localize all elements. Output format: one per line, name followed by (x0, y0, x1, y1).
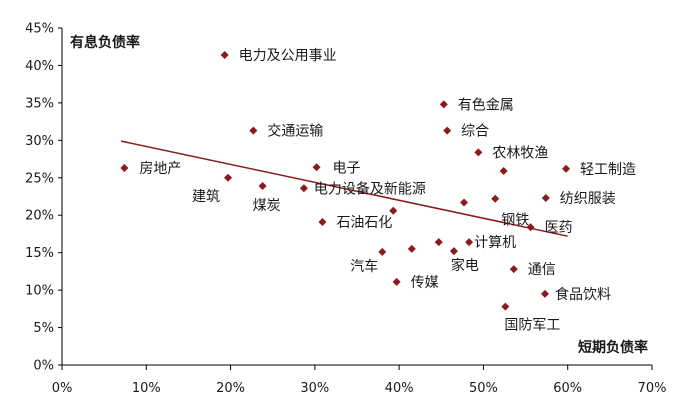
data-point (378, 247, 387, 256)
data-point (389, 206, 398, 215)
point-label: 农林牧渔 (492, 145, 548, 161)
data-point (449, 247, 458, 256)
y-tick-label: 25% (25, 171, 54, 186)
point-label: 通信 (528, 262, 556, 278)
trendline-layer (120, 140, 568, 237)
point-label: 房地产 (139, 161, 181, 177)
data-point (443, 126, 452, 135)
data-point (434, 238, 443, 247)
data-point (509, 265, 518, 274)
y-tick-label: 15% (25, 246, 54, 261)
data-point (460, 198, 469, 207)
y-tick-label: 40% (25, 59, 54, 74)
data-point (541, 193, 550, 202)
point-label: 家电 (451, 257, 479, 274)
x-tick-label: 0% (52, 381, 73, 396)
point-label: 国防军工 (504, 318, 560, 334)
x-tick-label: 40% (385, 381, 414, 396)
data-point (120, 164, 129, 173)
point-label: 纺织服装 (560, 191, 616, 207)
y-tick-label: 0% (33, 359, 54, 374)
data-point (562, 164, 571, 173)
y-tick-label: 35% (25, 96, 54, 111)
data-point (491, 194, 500, 203)
point-label: 煤炭 (253, 198, 281, 214)
data-point (299, 184, 308, 193)
x-axis-title: 短期负债率 (578, 339, 648, 356)
data-point (499, 167, 508, 176)
data-point (224, 173, 233, 182)
x-tick-label: 10% (132, 381, 161, 396)
y-tick-label: 5% (33, 321, 54, 336)
x-tick-label: 60% (553, 381, 582, 396)
point-label: 有色金属 (458, 96, 514, 113)
axes-layer: 0% 5% 10% 15% 20% 25% 30% 35% 40% 45% 0% 10% 20% 30% 4… (25, 22, 666, 397)
point-label: 电力及公用事业 (239, 48, 337, 64)
data-point (501, 302, 510, 311)
y-tick-label: 45% (25, 22, 54, 37)
point-label: 电力设备及新能源 (314, 180, 426, 197)
point-label: 建筑 (192, 189, 220, 205)
data-point (312, 163, 321, 172)
data-point (249, 126, 258, 135)
points-layer (120, 50, 571, 311)
point-label: 传媒 (411, 275, 439, 291)
data-point (540, 289, 549, 298)
data-point (474, 148, 483, 157)
point-label: 计算机 (474, 235, 516, 251)
data-point (258, 182, 267, 191)
trendline (120, 140, 568, 237)
data-point (407, 244, 416, 253)
y-tick-label: 20% (25, 209, 54, 224)
data-point (465, 238, 474, 247)
y-tick-label: 30% (25, 134, 54, 149)
point-label: 钢铁 (501, 213, 529, 229)
data-point (318, 217, 327, 226)
x-tick-label: 30% (300, 381, 329, 396)
x-tick-label: 50% (469, 381, 498, 396)
point-label: 交通运输 (267, 123, 323, 140)
y-tick-label: 10% (25, 284, 54, 299)
data-point (392, 277, 401, 286)
data-point (526, 223, 535, 232)
point-label: 医药 (545, 220, 573, 236)
point-label: 食品饮料 (555, 286, 611, 303)
x-tick-label: 20% (216, 381, 245, 396)
point-label: 综合 (461, 124, 489, 140)
data-point (439, 100, 448, 109)
point-label: 电子 (333, 160, 361, 176)
y-axis-title: 有息负债率 (70, 34, 140, 51)
point-label: 石油石化 (336, 215, 392, 231)
point-label: 轻工制造 (580, 162, 636, 178)
data-point (220, 50, 229, 59)
point-label: 汽车 (350, 258, 378, 275)
x-tick-label: 70% (638, 381, 667, 396)
